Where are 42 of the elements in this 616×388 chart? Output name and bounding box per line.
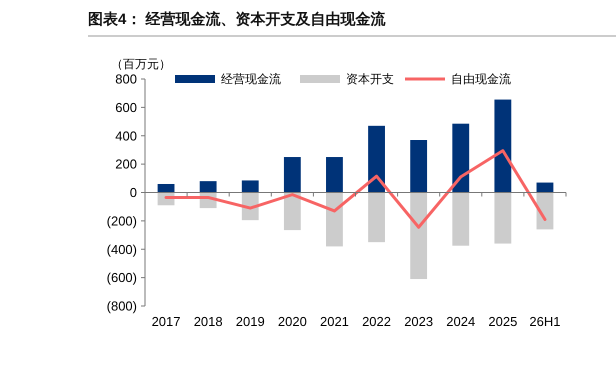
bar	[242, 180, 259, 192]
x-tick-label: 26H1	[529, 314, 560, 329]
y-tick-label: 200	[115, 156, 137, 172]
y-tick-label: 600	[115, 100, 137, 115]
bar	[536, 182, 554, 192]
bar	[200, 181, 217, 192]
bar	[368, 126, 385, 192]
x-tick-label: 2023	[404, 314, 434, 329]
bar	[452, 124, 470, 192]
legend-label: 经营现金流	[221, 72, 281, 86]
x-tick-label: 2018	[194, 314, 223, 329]
y-axis-title: （百万元）	[111, 57, 171, 71]
x-tick-label: 2019	[236, 314, 265, 329]
bar	[158, 184, 174, 192]
x-tick-label: 2022	[362, 314, 392, 329]
x-tick-label: 2025	[488, 314, 518, 329]
x-tick-label: 2021	[320, 314, 349, 329]
chart-title: 图表4： 经营现金流、资本开支及自由现金流	[88, 10, 387, 28]
x-tick-label: 2017	[152, 314, 181, 329]
bar	[284, 192, 301, 230]
bar	[494, 100, 512, 192]
y-tick-label: 800	[115, 72, 137, 87]
legend-label: 自由现金流	[451, 72, 511, 86]
bar	[284, 157, 301, 192]
bar	[410, 192, 428, 280]
y-tick-label: (600)	[106, 270, 137, 286]
y-tick-label: (800)	[106, 298, 137, 314]
y-tick-label: 0	[130, 185, 137, 200]
bar	[452, 192, 470, 246]
line-series	[164, 149, 546, 229]
x-tick-label: 2020	[278, 314, 307, 329]
bar	[368, 192, 385, 242]
bar	[536, 192, 554, 230]
y-tick-label: (200)	[106, 213, 137, 228]
legend-label: 资本开支	[346, 72, 394, 86]
y-tick-label: 400	[115, 128, 137, 144]
bar	[494, 192, 512, 244]
bar	[326, 192, 343, 246]
bar	[326, 157, 343, 192]
x-tick-label: 2024	[446, 314, 476, 329]
y-tick-label: (400)	[106, 242, 137, 257]
bar	[410, 140, 428, 192]
